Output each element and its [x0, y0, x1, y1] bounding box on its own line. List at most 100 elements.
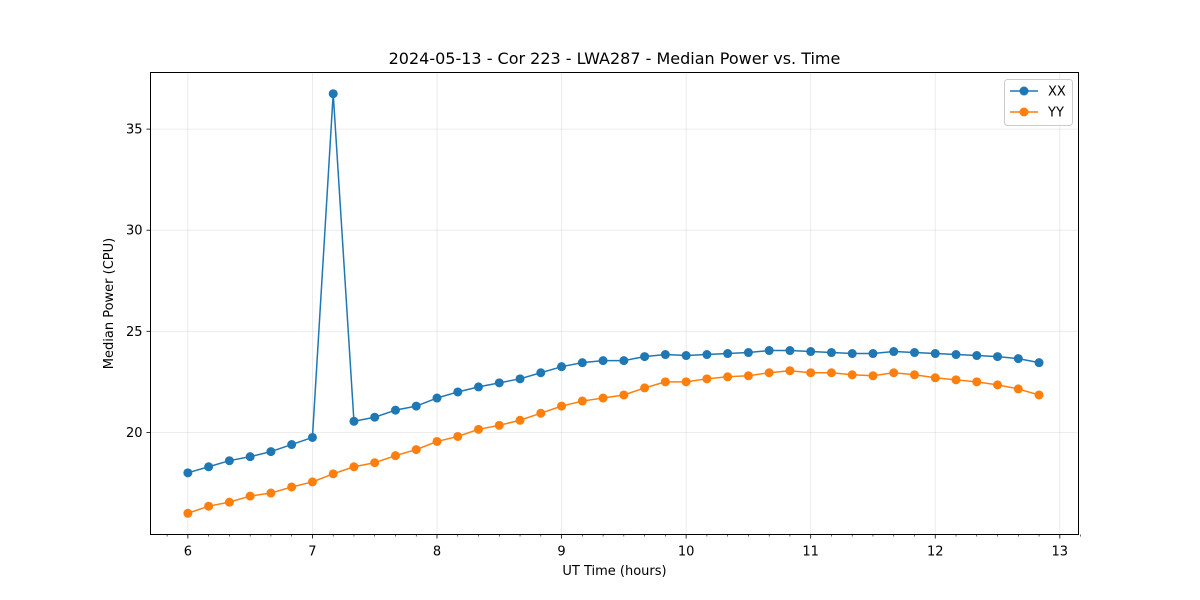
series-yy-point	[453, 431, 463, 441]
series-yy-point	[370, 458, 380, 468]
y-tick-label: 20	[126, 426, 143, 441]
series-xx-point	[619, 356, 629, 366]
series-xx-point	[453, 387, 463, 397]
x-tick-label: 13	[1052, 545, 1069, 560]
series-xx-point	[183, 468, 193, 478]
series-xx-point	[432, 393, 442, 403]
series-yy-point	[411, 445, 421, 455]
x-tick-label: 11	[802, 545, 819, 560]
series-xx-point	[598, 356, 608, 366]
series-xx-point	[847, 349, 857, 359]
legend: XX YY	[1004, 79, 1073, 126]
x-tick-label: 9	[557, 545, 565, 560]
series-xx-point	[930, 349, 940, 359]
series-yy-point	[681, 377, 691, 387]
series-xx-point	[785, 346, 795, 356]
series-xx-point	[577, 358, 587, 368]
series-xx-point	[889, 347, 899, 357]
series-xx-point	[806, 347, 816, 357]
series-xx-point	[370, 412, 380, 422]
series-yy-point	[619, 390, 629, 400]
series-xx-point	[245, 452, 255, 462]
y-tick-label: 25	[126, 325, 143, 340]
series-yy-point	[1013, 384, 1023, 394]
series-yy-point	[536, 408, 546, 418]
series-xx-point	[224, 456, 234, 466]
series-yy-point	[764, 368, 774, 378]
series-xx-point	[868, 349, 878, 359]
series-xx-point	[515, 374, 525, 384]
series-yy-point	[183, 508, 193, 518]
series-yy-point	[494, 420, 504, 430]
series-layer	[183, 89, 1044, 518]
series-xx-point	[1034, 358, 1044, 368]
series-xx-point	[660, 350, 670, 360]
series-yy-point	[993, 380, 1003, 390]
series-xx-point	[743, 348, 753, 358]
series-xx-point	[640, 352, 650, 362]
legend-yy-marker	[1019, 107, 1029, 117]
x-tick-label: 10	[678, 545, 695, 560]
y-tick-label: 35	[126, 123, 143, 138]
series-yy-point	[723, 372, 733, 382]
series-xx-point	[536, 368, 546, 378]
series-yy-point	[1034, 390, 1044, 400]
plot-area-frame	[150, 72, 1079, 535]
x-tick-label: 6	[184, 545, 192, 560]
legend-xx-marker	[1019, 86, 1029, 96]
series-xx-point	[474, 382, 484, 392]
series-yy-point	[349, 462, 359, 472]
chart-title: 2024-05-13 - Cor 223 - LWA287 - Median P…	[389, 49, 841, 68]
series-xx-point	[328, 89, 338, 99]
series-xx-point	[266, 447, 276, 457]
series-yy-point	[577, 396, 587, 406]
series-yy-point	[785, 366, 795, 376]
series-yy-point	[743, 371, 753, 381]
series-yy-point	[390, 451, 400, 461]
series-yy-point	[847, 370, 857, 380]
series-yy-point	[972, 377, 982, 387]
series-xx-point	[494, 378, 504, 388]
series-xx-point	[909, 348, 919, 358]
series-yy-point	[204, 501, 214, 511]
series-xx-point	[557, 362, 567, 372]
series-xx-point	[826, 348, 836, 358]
series-yy-point	[557, 401, 567, 411]
series-yy-point	[806, 368, 816, 378]
series-xx-point	[764, 346, 774, 356]
series-yy-point	[930, 373, 940, 383]
series-xx-point	[681, 351, 691, 361]
legend-xx-label: XX	[1048, 85, 1066, 100]
x-tick-label: 8	[433, 545, 441, 560]
series-xx-point	[723, 349, 733, 359]
series-xx-point	[307, 432, 317, 442]
axis-ticks: 6 7 8 9 10 11 12 13 20 25 30 35	[126, 123, 1081, 560]
x-tick-label: 7	[308, 545, 316, 560]
series-yy-point	[868, 371, 878, 381]
series-yy-point	[224, 497, 234, 507]
series-yy-point	[660, 377, 670, 387]
grid-lines	[150, 72, 1079, 535]
series-yy-point	[245, 491, 255, 501]
legend-yy-label: YY	[1047, 106, 1064, 121]
series-yy-point	[432, 436, 442, 446]
series-yy-point	[951, 375, 961, 385]
series-yy-point	[287, 482, 297, 492]
series-yy-point	[474, 424, 484, 434]
series-yy-point	[598, 393, 608, 403]
series-yy-point	[702, 374, 712, 384]
series-yy-point	[307, 477, 317, 487]
series-xx-point	[390, 405, 400, 415]
series-xx-point	[204, 462, 214, 472]
x-tick-label: 12	[927, 545, 944, 560]
y-tick-label: 30	[126, 224, 143, 239]
series-xx-point	[411, 401, 421, 411]
x-axis-label: UT Time (hours)	[562, 564, 666, 579]
y-axis-label: Median Power (CPU)	[102, 238, 117, 369]
series-xx-point	[349, 416, 359, 426]
series-xx-point	[972, 351, 982, 361]
series-xx-point	[287, 440, 297, 450]
series-yy-point	[515, 415, 525, 425]
